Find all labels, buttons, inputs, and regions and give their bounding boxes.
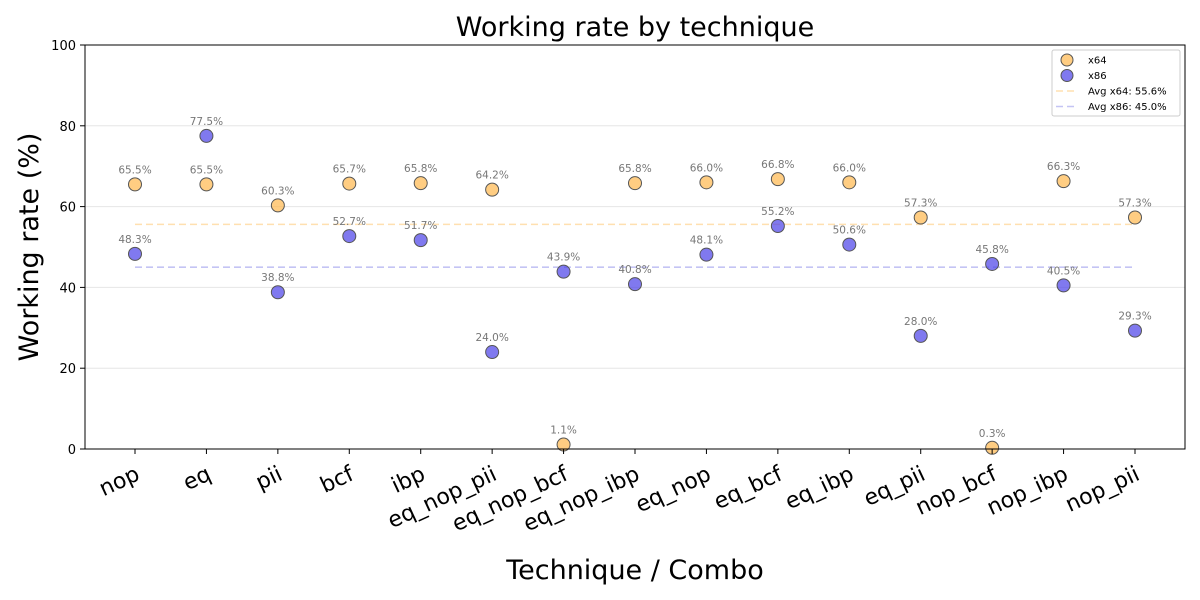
chart-title: Working rate by technique bbox=[456, 12, 814, 43]
data-point-x64 bbox=[842, 175, 857, 190]
data-point-x86 bbox=[770, 218, 785, 233]
data-label: 48.1% bbox=[690, 235, 723, 247]
data-label: 66.0% bbox=[833, 162, 866, 174]
x-axis-label: Technique / Combo bbox=[505, 555, 764, 586]
data-point-x86 bbox=[485, 345, 500, 360]
data-point-x64 bbox=[128, 177, 142, 192]
data-labels: 65.5% 65.5% 60.3% 65.7% 65.8% 64.2% 1.1% 65.8% 6… bbox=[118, 116, 1151, 440]
data-point-x64 bbox=[628, 176, 642, 191]
data-label: 60.3% bbox=[261, 185, 294, 197]
data-point-x64 bbox=[985, 440, 1000, 455]
data-label: 66.0% bbox=[690, 162, 723, 174]
data-point-x86 bbox=[1056, 278, 1071, 293]
x-tick-label: nop_bcf bbox=[912, 461, 1002, 521]
data-label: 57.3% bbox=[904, 198, 937, 210]
legend-frame bbox=[1051, 49, 1181, 117]
y-tick-label: 100 bbox=[51, 39, 76, 54]
data-point-x64 bbox=[913, 210, 928, 225]
data-point-x86 bbox=[628, 277, 642, 292]
data-point-x64 bbox=[770, 172, 785, 187]
data-label: 77.5% bbox=[190, 116, 223, 128]
data-point-x64 bbox=[270, 198, 285, 213]
data-label: 28.0% bbox=[904, 316, 937, 328]
data-point-x86 bbox=[342, 229, 357, 244]
y-tick-label: 80 bbox=[59, 120, 76, 135]
data-point-x86 bbox=[985, 256, 1000, 271]
data-label: 65.8% bbox=[618, 163, 651, 175]
data-point-x64 bbox=[485, 182, 500, 197]
grid-lines bbox=[85, 125, 1185, 369]
data-point-x86 bbox=[913, 328, 928, 343]
y-axis-ticks: 0 20 40 60 80 100 bbox=[51, 39, 85, 458]
data-label: 0.3% bbox=[979, 428, 1006, 440]
data-point-x86 bbox=[199, 128, 214, 143]
data-label: 40.8% bbox=[618, 264, 651, 276]
legend-marker-x64 bbox=[1060, 53, 1074, 67]
series-points bbox=[128, 128, 1142, 455]
x-axis-ticks: nop eq pii bcf ibpeq_nop_piieq_nop_bcfeq_nop… bbox=[95, 449, 1144, 537]
x-tick-label: nop_pii bbox=[1062, 462, 1144, 518]
plot-frame bbox=[84, 44, 1186, 450]
x-tick-label: pii bbox=[252, 462, 286, 496]
x-tick-label: eq bbox=[179, 462, 214, 496]
data-point-x64 bbox=[413, 176, 428, 191]
y-tick-label: 40 bbox=[59, 281, 76, 296]
legend-label: x86 bbox=[1088, 71, 1107, 82]
data-label: 65.7% bbox=[333, 164, 366, 176]
legend: x64 x86 Avg x64: 55.6% Avg x86: 45.0% bbox=[1051, 49, 1181, 117]
data-point-x86 bbox=[699, 247, 714, 262]
data-label: 29.3% bbox=[1118, 311, 1151, 323]
data-label: 1.1% bbox=[550, 425, 577, 437]
x-tick-label: nop_ibp bbox=[983, 462, 1072, 521]
data-label: 24.0% bbox=[475, 332, 508, 344]
x-tick-label: eq_ibp bbox=[782, 462, 858, 515]
data-label: 51.7% bbox=[404, 220, 437, 232]
x-tick-label: eq_nop bbox=[632, 462, 715, 518]
legend-label: Avg x86: 45.0% bbox=[1088, 102, 1167, 113]
data-label: 57.3% bbox=[1118, 198, 1151, 210]
legend-marker-x86 bbox=[1060, 69, 1074, 82]
data-label: 40.5% bbox=[1047, 265, 1080, 277]
data-label: 50.6% bbox=[833, 225, 866, 237]
y-tick-label: 20 bbox=[59, 362, 76, 377]
y-tick-label: 60 bbox=[59, 201, 76, 216]
data-label: 64.2% bbox=[475, 170, 508, 182]
data-point-x64 bbox=[1056, 174, 1071, 189]
data-label: 65.5% bbox=[190, 164, 223, 176]
x-tick-label: bcf bbox=[317, 461, 359, 498]
data-label: 52.7% bbox=[333, 216, 366, 228]
average-lines bbox=[135, 223, 1135, 269]
x-tick-label: eq_bcf bbox=[710, 461, 787, 515]
data-point-x86 bbox=[413, 233, 428, 248]
data-label: 43.9% bbox=[547, 252, 580, 264]
data-label: 45.8% bbox=[975, 244, 1008, 256]
data-label: 66.8% bbox=[761, 159, 794, 171]
data-point-x86 bbox=[128, 246, 142, 261]
data-label: 48.3% bbox=[118, 234, 151, 246]
data-point-x86 bbox=[270, 285, 285, 300]
legend-label: Avg x64: 55.6% bbox=[1088, 87, 1167, 98]
data-label: 65.8% bbox=[404, 163, 437, 175]
data-point-x64 bbox=[342, 176, 357, 191]
data-label: 65.5% bbox=[118, 164, 151, 176]
data-point-x64 bbox=[1128, 210, 1142, 225]
data-point-x64 bbox=[199, 177, 214, 192]
data-point-x64 bbox=[699, 175, 714, 190]
data-label: 38.8% bbox=[261, 272, 294, 284]
data-label: 66.3% bbox=[1047, 161, 1080, 173]
data-point-x86 bbox=[1128, 323, 1142, 338]
y-axis-label: Working rate (%) bbox=[14, 133, 45, 362]
legend-label: x64 bbox=[1088, 56, 1107, 67]
x-tick-label: nop bbox=[95, 462, 143, 502]
data-label: 55.2% bbox=[761, 206, 794, 218]
data-point-x86 bbox=[842, 237, 857, 252]
y-tick-label: 0 bbox=[68, 443, 76, 458]
data-point-x86 bbox=[556, 264, 571, 279]
